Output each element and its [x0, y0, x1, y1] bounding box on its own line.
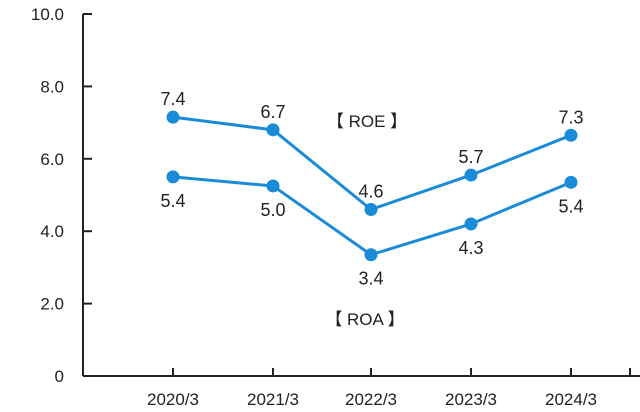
y-tick-label: 10.0: [31, 5, 64, 24]
data-point: [364, 248, 378, 262]
x-tick-label: 2023/3: [445, 390, 497, 409]
data-label: 5.0: [260, 200, 285, 220]
y-tick-label: 6.0: [40, 150, 64, 169]
data-point: [464, 168, 478, 182]
y-tick-label: 8.0: [40, 77, 64, 96]
data-point: [166, 170, 180, 184]
data-point: [266, 179, 280, 193]
data-label: 5.4: [160, 191, 185, 211]
x-tick-label: 2021/3: [247, 390, 299, 409]
data-label: 7.4: [160, 89, 185, 109]
data-point: [364, 202, 378, 216]
data-point: [564, 128, 578, 142]
data-label: 5.4: [558, 196, 583, 216]
y-tick-label: 0: [55, 367, 64, 386]
data-label: 4.3: [458, 238, 483, 258]
data-label: 4.6: [358, 181, 383, 201]
x-tick-label: 2022/3: [345, 390, 397, 409]
series-label-roe: 【 ROE 】: [327, 112, 407, 131]
data-label: 6.7: [260, 102, 285, 122]
data-point: [564, 175, 578, 189]
axes: 10.0 8.0 6.0 4.0 2.0 0 2020/3 2021/3 2022/3 2023/…: [31, 5, 640, 409]
data-point: [464, 217, 478, 231]
data-label: 7.3: [558, 107, 583, 127]
data-labels: 7.4 6.7 4.6 5.7 7.3 5.4 5.0 3.4 4.3 5.4: [160, 89, 583, 289]
x-tick-label: 2024/3: [545, 390, 597, 409]
data-point: [266, 123, 280, 137]
data-label: 3.4: [358, 269, 383, 289]
data-point: [166, 110, 180, 124]
data-label: 5.7: [458, 147, 483, 167]
data-points: [166, 110, 578, 262]
y-tick-label: 2.0: [40, 295, 64, 314]
y-tick-label: 4.0: [40, 222, 64, 241]
x-tick-label: 2020/3: [147, 390, 199, 409]
series-label-roa: 【 ROA 】: [325, 310, 404, 329]
